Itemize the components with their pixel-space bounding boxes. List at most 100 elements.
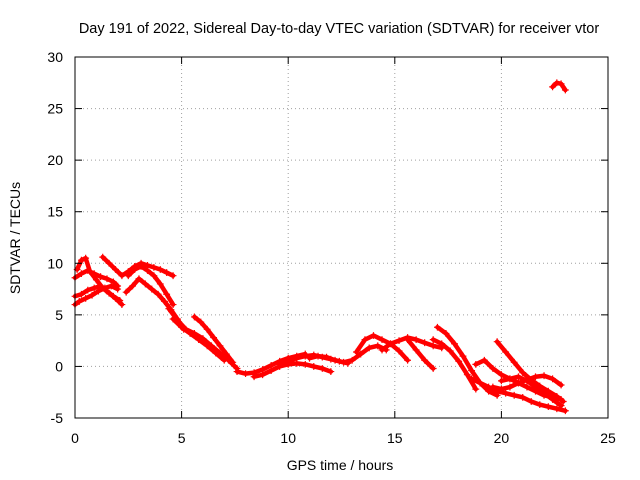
data-point bbox=[197, 318, 205, 326]
data-point bbox=[459, 352, 467, 360]
data-point bbox=[210, 334, 217, 341]
data-point bbox=[374, 342, 382, 350]
data-point bbox=[557, 381, 565, 389]
data-point bbox=[438, 340, 446, 348]
data-point bbox=[540, 389, 548, 397]
data-point bbox=[144, 267, 151, 274]
data-point bbox=[169, 301, 177, 308]
data-point bbox=[314, 352, 322, 360]
y-tick-label: -5 bbox=[51, 410, 64, 426]
data-point bbox=[515, 373, 522, 381]
data-point bbox=[97, 273, 104, 281]
data-point bbox=[101, 284, 109, 292]
data-point bbox=[105, 289, 113, 297]
data-point bbox=[161, 298, 168, 305]
data-point bbox=[519, 369, 527, 377]
data-point bbox=[124, 272, 132, 280]
data-point bbox=[141, 280, 149, 288]
series-arc-17 bbox=[404, 336, 437, 372]
data-point bbox=[137, 262, 145, 270]
data-point bbox=[510, 358, 518, 366]
data-point bbox=[276, 360, 284, 368]
data-point bbox=[77, 290, 85, 298]
data-point bbox=[112, 266, 119, 273]
data-point bbox=[395, 347, 403, 355]
data-point bbox=[318, 365, 326, 372]
series-arc-20 bbox=[468, 375, 569, 415]
plot-frame bbox=[74, 56, 609, 419]
data-point bbox=[412, 346, 420, 354]
series-arc-25 bbox=[549, 79, 569, 94]
ticks: 0 5 10 15 20 25 -5 0 5 10 15 20 25 30 bbox=[47, 49, 616, 446]
data-point bbox=[103, 275, 111, 283]
series-trace bbox=[430, 337, 479, 392]
data-point bbox=[122, 288, 130, 296]
series-arc-7 bbox=[124, 262, 177, 308]
data-point bbox=[502, 348, 510, 356]
data-point bbox=[361, 336, 369, 344]
data-point bbox=[327, 368, 335, 375]
data-point bbox=[323, 353, 330, 361]
data-point bbox=[498, 371, 505, 379]
data-point bbox=[557, 402, 565, 410]
data-point bbox=[107, 282, 115, 290]
data-point bbox=[544, 403, 552, 411]
data-point bbox=[163, 290, 171, 298]
data-point bbox=[109, 278, 117, 286]
data-point bbox=[135, 275, 143, 283]
data-point bbox=[250, 373, 258, 381]
y-tick-label: 20 bbox=[47, 152, 63, 168]
x-tick-label: 0 bbox=[71, 430, 79, 446]
series-arc-9 bbox=[169, 315, 228, 364]
data-point bbox=[216, 342, 224, 350]
x-tick-label: 5 bbox=[178, 430, 186, 446]
y-tick-label: 0 bbox=[55, 358, 63, 374]
y-tick-label: 5 bbox=[55, 307, 63, 323]
data-point bbox=[203, 342, 211, 350]
data-point bbox=[472, 360, 480, 368]
data-point bbox=[451, 340, 458, 348]
data-point bbox=[259, 371, 267, 379]
series-trace bbox=[435, 324, 500, 398]
data-point bbox=[88, 291, 96, 299]
data-point bbox=[395, 337, 403, 345]
series-arc-10 bbox=[190, 313, 237, 366]
data-point bbox=[150, 264, 158, 271]
data-point bbox=[553, 405, 561, 413]
data-point bbox=[118, 301, 126, 308]
data-point bbox=[523, 383, 531, 391]
data-point bbox=[165, 305, 173, 313]
data-point bbox=[154, 290, 162, 298]
data-point bbox=[163, 269, 171, 276]
data-point bbox=[233, 368, 241, 375]
data-point bbox=[82, 294, 90, 302]
data-point bbox=[203, 325, 211, 333]
series-trace bbox=[307, 343, 389, 365]
data-point bbox=[468, 375, 475, 383]
y-tick-label: 30 bbox=[47, 49, 63, 65]
data-point bbox=[489, 383, 497, 391]
y-tick-label: 25 bbox=[47, 101, 63, 117]
data-point bbox=[498, 385, 505, 393]
data-point bbox=[510, 391, 518, 399]
data-point bbox=[357, 350, 365, 358]
y-tick-label: 10 bbox=[47, 255, 63, 271]
x-tick-label: 20 bbox=[494, 430, 510, 446]
data-point bbox=[348, 356, 356, 364]
data-point bbox=[561, 86, 569, 94]
data-point bbox=[293, 354, 301, 362]
data-point bbox=[178, 323, 185, 331]
data-point bbox=[112, 294, 119, 302]
data-point bbox=[212, 349, 220, 357]
data-point bbox=[532, 373, 539, 381]
data-point bbox=[186, 330, 194, 337]
data-point bbox=[463, 371, 471, 379]
data-point bbox=[331, 356, 339, 364]
data-point bbox=[544, 387, 552, 395]
data-point bbox=[559, 398, 567, 405]
data-point bbox=[442, 330, 450, 337]
data-point bbox=[77, 256, 85, 264]
y-tick-label: 15 bbox=[47, 204, 63, 220]
